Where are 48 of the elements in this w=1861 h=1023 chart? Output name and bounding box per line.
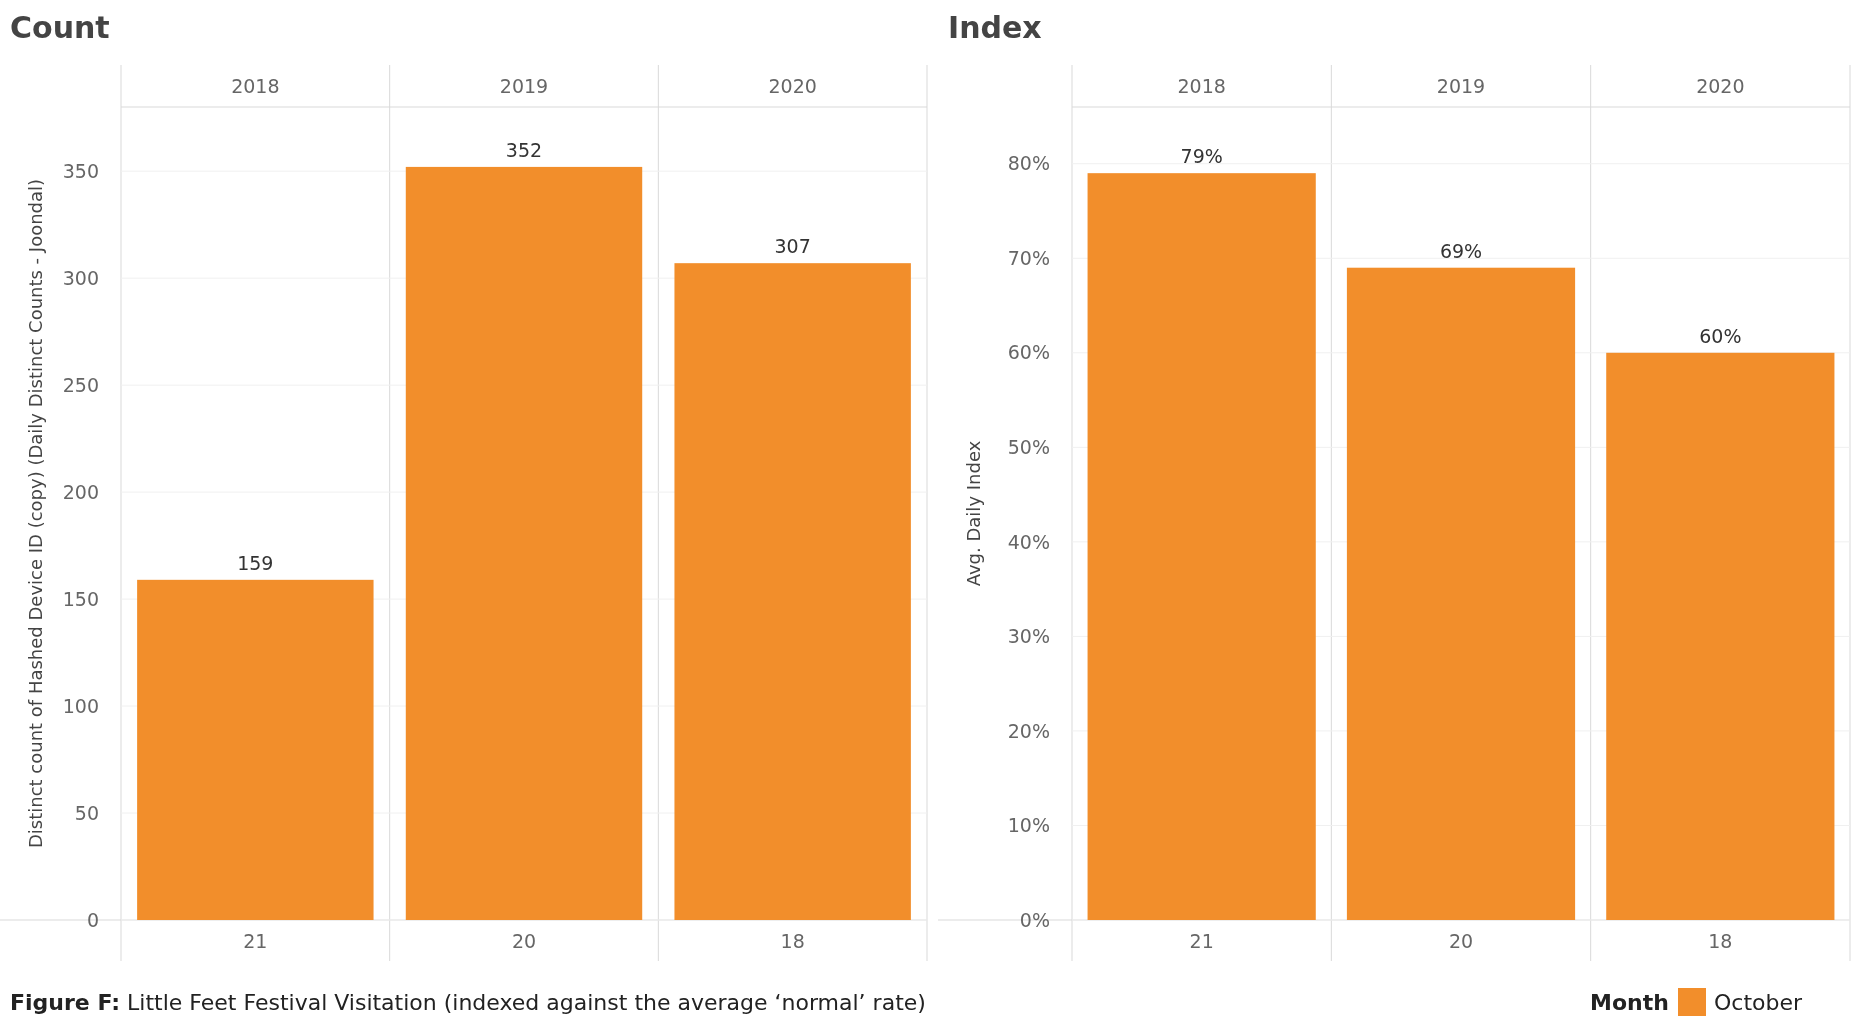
bar (1346, 267, 1576, 920)
y-tick-label: 10% (1007, 814, 1050, 837)
bar (674, 263, 911, 920)
text: 20 (1448, 929, 1474, 952)
text: 21 (1189, 929, 1214, 952)
y-tick-label: 150 (62, 587, 99, 610)
data-label: 159 (237, 551, 274, 574)
text: 21 (243, 929, 268, 952)
x-tick-label: 2018 (231, 75, 280, 97)
text: 20 (511, 929, 537, 952)
legend-label: October (1714, 990, 1803, 1015)
chart-title: Count (10, 10, 110, 45)
y-tick-label: 80% (1007, 152, 1050, 175)
text: Figure F: Little Feet Festival Visitation (indexed against the average ‘normal’ rate) (10, 990, 926, 1015)
y-tick-label: 0% (1019, 908, 1050, 931)
bar (1606, 352, 1835, 920)
data-label: 69% (1439, 239, 1483, 262)
y-tick-label: 50 (74, 801, 99, 824)
legend-title: Month (1590, 990, 1669, 1015)
chart-title: Index (948, 10, 1042, 45)
y-tick-label: 100 (62, 694, 99, 717)
y-tick-label: 70% (1007, 246, 1050, 269)
y-tick-label: 250 (62, 373, 99, 396)
bar (1087, 173, 1316, 920)
y-tick-label: 200 (62, 480, 99, 503)
x-tick-label: 2020 (1696, 75, 1745, 97)
x-tick-label: 2019 (499, 75, 549, 97)
y-tick-label: 50% (1007, 435, 1050, 458)
y-axis-title: Avg. Daily Index (963, 440, 984, 587)
bar (405, 166, 643, 920)
data-label: 60% (1699, 324, 1742, 347)
y-tick-label: 30% (1007, 625, 1050, 648)
x-tick-label: 2019 (1436, 75, 1486, 97)
y-axis-title: Distinct count of Hashed Device ID (copy) (Daily Distinct Counts - Joondal) (25, 178, 46, 849)
y-tick-label: 20% (1007, 719, 1050, 742)
y-tick-label: 40% (1007, 530, 1050, 553)
x-tick-label: 2020 (768, 75, 817, 97)
y-tick-label: 60% (1007, 341, 1050, 364)
data-label: 352 (505, 138, 543, 161)
x-tick-label: 2018 (1177, 75, 1226, 97)
y-tick-label: 350 (62, 159, 99, 182)
y-tick-label: 0 (86, 908, 99, 931)
text: 18 (1708, 929, 1733, 952)
y-tick-label: 300 (62, 266, 99, 289)
text: 18 (780, 929, 805, 952)
bar (137, 579, 374, 920)
data-label: 307 (774, 235, 811, 258)
data-label: 79% (1180, 145, 1223, 168)
